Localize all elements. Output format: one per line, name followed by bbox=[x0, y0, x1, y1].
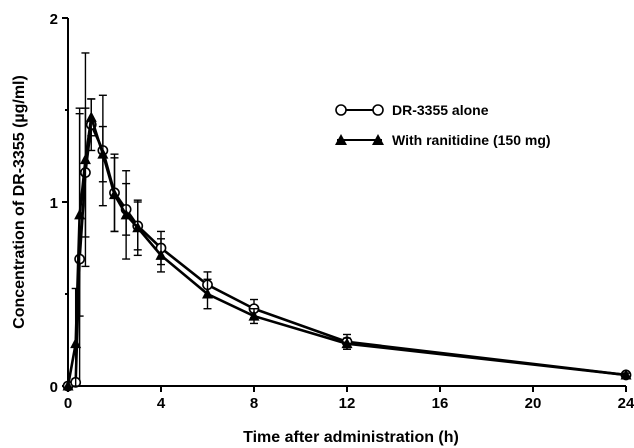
series-line bbox=[67, 119, 627, 388]
x-tick-label: 4 bbox=[157, 395, 166, 412]
legend-marker-triangle-right bbox=[372, 134, 384, 145]
data-point-triangle bbox=[109, 188, 120, 200]
legend-marker-open-circle-left bbox=[335, 104, 347, 116]
series-line bbox=[66, 116, 627, 387]
y-tick-label: 1 bbox=[50, 195, 58, 212]
legend-marker-open-circle-right bbox=[372, 104, 384, 116]
series-layer bbox=[62, 52, 632, 392]
legend-item-with-ranitidine: With ranitidine (150 mg) bbox=[335, 132, 551, 148]
x-tick-label: 8 bbox=[250, 395, 258, 412]
x-tick-label: 16 bbox=[432, 395, 449, 412]
data-point-triangle bbox=[120, 208, 132, 220]
data-point-triangle bbox=[74, 208, 86, 220]
data-point-triangle bbox=[70, 337, 82, 349]
axes bbox=[67, 18, 626, 387]
legend-item-dr3355-alone: DR-3355 alone bbox=[335, 102, 489, 118]
x-tick-label: 12 bbox=[339, 395, 356, 412]
legend-marker-triangle-left bbox=[335, 134, 347, 145]
y-tick-label: 2 bbox=[50, 11, 58, 28]
x-tick-label: 0 bbox=[64, 395, 72, 412]
data-point-triangle bbox=[202, 288, 213, 299]
series-1 bbox=[62, 52, 632, 391]
data-point-triangle bbox=[79, 153, 91, 165]
x-tick-label: 20 bbox=[525, 395, 542, 412]
data-point-triangle bbox=[132, 221, 144, 233]
data-point-triangle bbox=[85, 111, 97, 122]
data-point-triangle bbox=[341, 337, 353, 349]
legend: DR-3355 alone With ranitidine (150 mg) bbox=[335, 102, 551, 148]
y-axis-title: Concentration of DR-3355 (µg/ml) bbox=[11, 75, 28, 329]
data-point-triangle bbox=[97, 148, 109, 159]
data-point-triangle bbox=[248, 310, 260, 321]
data-point-triangle bbox=[155, 249, 167, 260]
legend-label-dr3355-alone: DR-3355 alone bbox=[392, 102, 489, 118]
y-tick-label: 0 bbox=[50, 379, 58, 396]
data-point-triangle bbox=[62, 380, 74, 391]
legend-label-with-ranitidine: With ranitidine (150 mg) bbox=[392, 132, 551, 148]
x-axis-title: Time after administration (h) bbox=[243, 429, 459, 446]
data-point-triangle bbox=[620, 368, 632, 380]
x-tick-label: 24 bbox=[618, 395, 634, 412]
